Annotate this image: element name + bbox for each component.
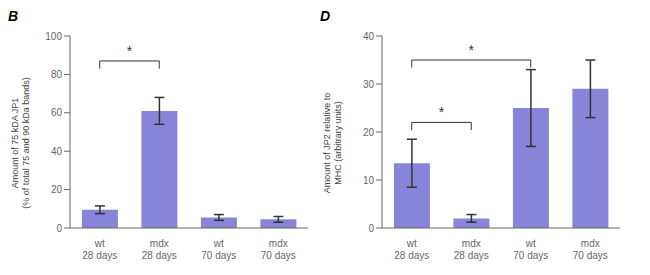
svg-text:40: 40: [51, 146, 63, 157]
svg-text:*: *: [469, 42, 475, 58]
svg-text:80: 80: [51, 69, 63, 80]
svg-text:0: 0: [56, 223, 62, 234]
svg-text:wt28 days: wt28 days: [394, 238, 429, 261]
svg-text:*: *: [439, 104, 445, 120]
svg-text:100: 100: [45, 31, 62, 42]
svg-text:mdx28 days: mdx28 days: [142, 238, 177, 261]
html-text:(% of total 75 and 90 kDa band: (% of total 75 and 90 kDa bands): [21, 77, 31, 209]
html-text:Amount of 75 kDA JP1: Amount of 75 kDA JP1: [10, 97, 20, 189]
svg-text:wt70 days: wt70 days: [201, 238, 236, 261]
html-text:B: B: [8, 8, 19, 24]
svg-text:30: 30: [363, 79, 375, 90]
html-text:D: D: [320, 8, 331, 24]
html-text:MHC (arbitrary units): MHC (arbitrary units): [333, 101, 343, 185]
svg-text:0: 0: [368, 223, 374, 234]
svg-text:*: *: [127, 43, 133, 59]
svg-text:mdx28 days: mdx28 days: [454, 238, 489, 261]
svg-text:20: 20: [363, 127, 375, 138]
svg-text:wt70 days: wt70 days: [513, 238, 548, 261]
svg-text:mdx70 days: mdx70 days: [261, 238, 296, 261]
svg-text:10: 10: [363, 175, 375, 186]
svg-text:40: 40: [363, 31, 375, 42]
svg-text:60: 60: [51, 107, 63, 118]
svg-text:wt28 days: wt28 days: [82, 238, 117, 261]
svg-text:mdx70 days: mdx70 days: [573, 238, 608, 261]
html-text:Amount of JP2 relative to: Amount of JP2 relative to: [322, 92, 332, 194]
svg-text:20: 20: [51, 184, 63, 195]
